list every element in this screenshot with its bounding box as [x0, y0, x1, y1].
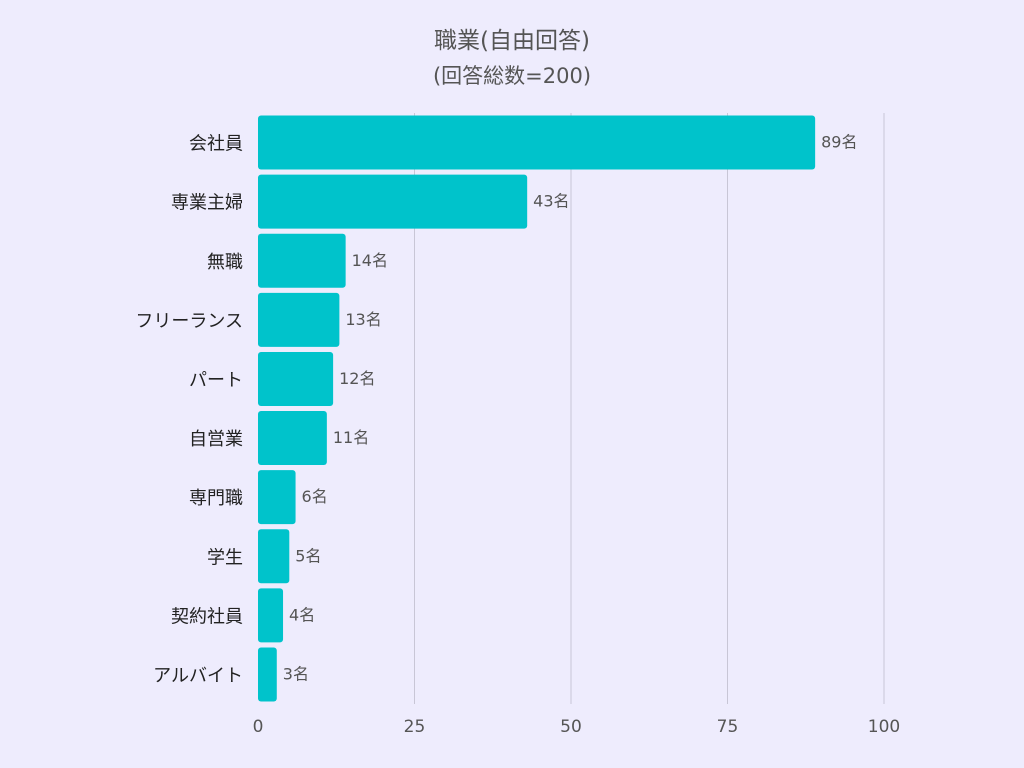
- bar: [258, 233, 346, 288]
- title-block: 職業(自由回答) (回答総数=200): [0, 26, 1024, 91]
- category-label: パート: [189, 370, 243, 391]
- bar: [258, 351, 334, 406]
- data-label: 6名: [302, 487, 328, 506]
- bar: [258, 588, 284, 643]
- bar: [258, 115, 816, 170]
- bar: [258, 470, 296, 525]
- category-label: 専業主婦: [171, 193, 243, 214]
- category-label: 契約社員: [171, 606, 243, 627]
- category-label: フリーランス: [135, 311, 243, 332]
- data-label: 14名: [352, 251, 388, 270]
- x-tick-label: 75: [717, 717, 739, 737]
- data-label: 11名: [333, 428, 369, 447]
- data-label: 89名: [821, 133, 857, 152]
- bar: [258, 174, 528, 229]
- x-tick-label: 100: [868, 717, 900, 737]
- category-label: アルバイト: [153, 665, 243, 686]
- data-label: 5名: [295, 546, 321, 565]
- x-tick-label: 0: [253, 717, 264, 737]
- category-label: 学生: [207, 547, 243, 568]
- x-tick-label: 25: [404, 717, 426, 737]
- category-label: 専門職: [189, 488, 243, 509]
- data-label: 3名: [283, 664, 309, 683]
- chart-subtitle: (回答総数=200): [432, 64, 592, 88]
- bar: [258, 529, 290, 584]
- bar: [258, 647, 277, 702]
- x-tick-label: 50: [560, 717, 582, 737]
- data-label: 43名: [533, 192, 569, 211]
- data-label: 13名: [345, 310, 381, 329]
- category-label: 会社員: [189, 134, 243, 155]
- bar: [258, 292, 340, 347]
- category-label: 自営業: [189, 429, 243, 450]
- data-label: 4名: [289, 605, 315, 624]
- bar: [258, 411, 327, 466]
- category-label: 無職: [207, 252, 243, 273]
- data-label: 12名: [339, 369, 375, 388]
- chart-title: 職業(自由回答): [434, 28, 590, 54]
